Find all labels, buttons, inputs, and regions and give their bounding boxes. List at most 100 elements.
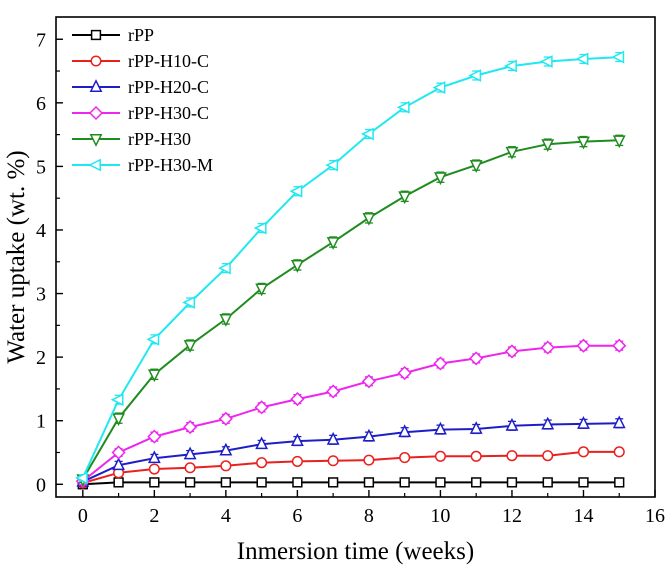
data-point	[327, 477, 339, 488]
x-tick-label: 10	[430, 505, 450, 527]
legend-marker	[88, 158, 101, 172]
data-point	[469, 351, 484, 366]
data-point	[148, 463, 160, 475]
series-line	[82, 481, 620, 486]
data-point	[398, 424, 412, 438]
y-tick-label: 4	[36, 220, 46, 242]
data-point	[612, 338, 627, 353]
data-point	[468, 69, 482, 82]
y-tick-label: 7	[36, 29, 46, 51]
data-point	[290, 259, 304, 273]
legend-item: rPP	[72, 25, 154, 45]
x-tick-label: 8	[364, 505, 374, 527]
data-point	[396, 100, 410, 114]
data-point	[256, 477, 267, 488]
data-point	[434, 450, 446, 462]
data-point	[220, 460, 232, 472]
data-point	[363, 477, 375, 488]
legend-marker	[88, 105, 104, 121]
x-tick-label: 2	[149, 505, 159, 527]
y-tick-label: 3	[36, 284, 46, 306]
data-point	[577, 446, 590, 458]
data-point	[434, 172, 447, 186]
legend-item: rPP-H10-C	[72, 51, 209, 71]
data-point	[183, 446, 197, 460]
data-point	[110, 393, 124, 407]
x-tick-label: 12	[502, 505, 522, 527]
series-line	[82, 344, 620, 482]
data-point	[432, 81, 446, 94]
data-point	[184, 462, 196, 474]
data-point	[363, 454, 375, 466]
x-tick-label: 16	[645, 505, 665, 527]
data-point	[362, 428, 376, 442]
data-point	[326, 237, 340, 250]
series-rPP-H20-C	[76, 415, 626, 487]
data-point	[112, 413, 125, 427]
data-point	[217, 261, 231, 275]
series-rPP-H30-C	[75, 338, 627, 489]
y-tick-label: 1	[36, 411, 46, 433]
data-point	[505, 417, 519, 431]
data-point	[255, 436, 269, 450]
data-point	[504, 344, 520, 359]
legend-item: rPP-H30-C	[72, 103, 209, 123]
data-point	[433, 356, 448, 371]
data-point	[613, 446, 625, 458]
legend-marker	[90, 29, 102, 41]
data-point	[292, 477, 303, 488]
legend-item: rPP-H20-C	[72, 77, 209, 97]
y-tick-label: 2	[36, 347, 46, 369]
series-line	[82, 450, 620, 484]
data-point	[505, 146, 519, 160]
data-point	[399, 477, 410, 488]
data-point	[540, 340, 555, 355]
data-point	[290, 392, 305, 407]
data-point	[539, 55, 553, 68]
data-point	[256, 457, 268, 469]
x-axis-title: Inmersion time (weeks)	[237, 538, 474, 565]
series-line	[81, 139, 620, 480]
data-point	[255, 283, 269, 297]
data-point	[612, 135, 626, 149]
x-tick-label: 6	[292, 505, 302, 527]
data-point	[541, 416, 555, 430]
legend-label: rPP-H30-M	[128, 155, 213, 175]
data-point	[182, 296, 196, 309]
data-point	[362, 212, 376, 226]
data-point	[576, 338, 591, 353]
data-point	[542, 477, 553, 488]
data-point	[434, 421, 447, 435]
data-point	[469, 421, 483, 434]
y-axis-title: Water uptake (wt. %)	[3, 150, 30, 363]
data-point	[577, 136, 590, 150]
data-point	[219, 314, 233, 327]
data-point	[504, 59, 517, 73]
data-point	[327, 455, 339, 467]
data-point	[218, 411, 233, 426]
legend-item: rPP-H30	[72, 129, 191, 149]
data-point	[469, 160, 483, 174]
legend: rPP rPP-H10-C rPP-H20-C rPP-H30-C rPP-H30 rPP…	[72, 25, 213, 175]
data-point	[254, 400, 269, 415]
data-point	[291, 455, 303, 467]
data-point	[289, 184, 303, 198]
data-point	[612, 415, 626, 429]
data-point	[361, 127, 374, 141]
x-tick-label: 14	[573, 505, 593, 527]
data-point	[146, 332, 160, 346]
legend-marker	[89, 134, 103, 147]
legend-marker	[90, 55, 102, 67]
data-point	[326, 384, 341, 399]
data-point	[147, 450, 161, 464]
data-point	[398, 191, 412, 205]
data-point	[614, 477, 625, 488]
series-rPP-H30	[76, 134, 626, 488]
plot-area	[55, 16, 656, 498]
data-point	[471, 477, 482, 488]
legend-label: rPP	[128, 25, 154, 45]
data-point	[184, 477, 196, 488]
data-point	[113, 477, 124, 488]
series-layer	[74, 50, 627, 490]
